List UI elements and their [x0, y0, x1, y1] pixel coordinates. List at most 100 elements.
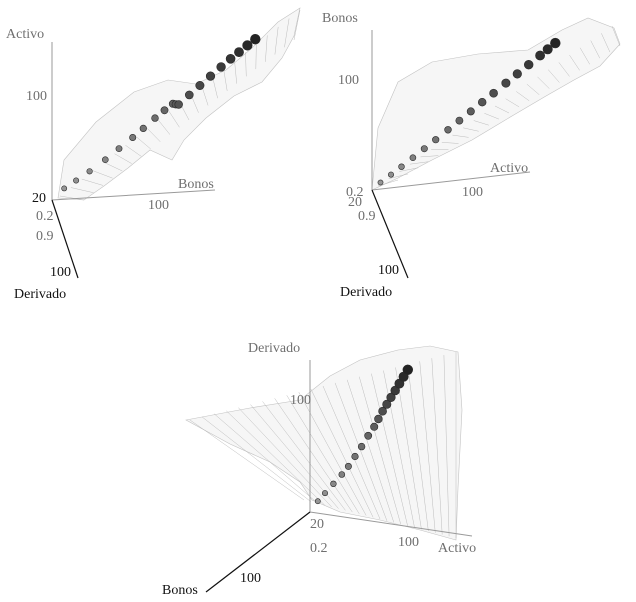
data-point [364, 431, 373, 440]
mesh-line [81, 178, 104, 186]
mesh-line [590, 40, 601, 59]
mesh-line [419, 361, 436, 533]
data-point [512, 69, 522, 79]
data-point [216, 62, 226, 72]
axis-label-right-0: Bonos [178, 177, 214, 192]
mesh-line [611, 25, 621, 47]
axis-label-front-2: Bonos [162, 583, 198, 598]
data-point [542, 44, 553, 55]
mesh-line [212, 77, 218, 99]
data-point [129, 134, 137, 142]
data-point [195, 81, 205, 91]
data-point [185, 90, 194, 100]
tick-front-2-0: 0.2 [310, 541, 328, 556]
mesh-line [505, 98, 520, 108]
data-point [151, 114, 159, 122]
data-point [370, 422, 379, 431]
data-point [386, 392, 396, 403]
tick-front-0-0: 0.2 [36, 209, 54, 224]
surface-2 [185, 345, 463, 541]
data-point [330, 480, 337, 487]
axis-front-2 [205, 511, 311, 593]
data-point [466, 107, 475, 116]
mesh-line [103, 161, 123, 172]
mesh-line [558, 62, 570, 77]
data-point [102, 156, 109, 163]
tick-vertical-0-0: 100 [26, 89, 47, 104]
mesh-line [526, 84, 540, 95]
mesh-line [441, 142, 459, 144]
mesh-line [334, 382, 388, 521]
data-point [444, 126, 452, 134]
points-1 [377, 37, 561, 186]
mesh-line [201, 416, 312, 502]
tick-front-1-1: 0.9 [358, 209, 376, 224]
data-point [409, 154, 417, 161]
data-point [402, 364, 413, 375]
tick-front-0-1: 0.9 [36, 229, 54, 244]
axis-label-front-1: Derivado [340, 285, 392, 300]
mesh-line [601, 33, 611, 53]
mesh-line [136, 136, 151, 150]
mesh-line [409, 161, 429, 165]
axis-label-vertical-0: Activo [6, 27, 44, 42]
mesh-line [59, 195, 85, 201]
mesh-line [201, 86, 209, 106]
mesh-line [371, 373, 408, 526]
axis-label-right-2: Activo [438, 541, 476, 556]
panel-bottom: Derivado 100 20 Activo 100 0.2 100 Bonos [162, 341, 476, 598]
data-point [86, 168, 93, 175]
tick-front-2-1: 100 [240, 571, 261, 586]
mesh-line [579, 47, 590, 65]
mesh-line [114, 153, 132, 164]
surface-mesh-1 [377, 25, 621, 187]
data-point [432, 136, 440, 144]
surface-1 [371, 17, 621, 191]
mesh-line [443, 355, 450, 537]
mesh-line [548, 69, 560, 83]
mesh-line [255, 43, 257, 70]
mesh-line [147, 128, 161, 142]
data-point [420, 145, 428, 153]
panel-top-right: Bonos 100 0.2 Activo 100 20 0.9 100 Deri… [322, 11, 621, 300]
data-point [225, 53, 236, 64]
mesh-line [452, 134, 469, 138]
tick-front-1-0: 20 [348, 195, 362, 210]
mesh-line [238, 407, 332, 508]
axis-label-vertical-2: Derivado [248, 341, 300, 356]
tick-right-2-0: 100 [398, 535, 419, 550]
data-point [115, 145, 123, 152]
points-0 [61, 33, 261, 192]
data-point [357, 442, 366, 451]
data-point [321, 490, 328, 497]
mesh-line [346, 379, 395, 523]
mesh-line [399, 167, 419, 172]
axis-front-1 [371, 189, 409, 279]
mesh-line [359, 376, 401, 525]
tick-right-0-0: 100 [148, 198, 169, 213]
mesh-line [226, 410, 325, 506]
mesh-line [234, 60, 237, 84]
mesh-line [189, 419, 305, 501]
mesh-line [395, 367, 422, 530]
mesh-line [265, 35, 268, 62]
data-point [377, 179, 384, 186]
mesh-line [484, 113, 499, 120]
mesh-line [168, 111, 180, 128]
mesh-line [516, 91, 530, 102]
data-point [174, 100, 183, 109]
axis-label-front-0: Derivado [14, 287, 66, 302]
mesh-line [569, 54, 580, 71]
data-point [382, 399, 392, 409]
axis-label-right-1: Activo [490, 161, 528, 176]
data-point [205, 71, 216, 81]
data-point [61, 185, 68, 192]
data-point [378, 406, 387, 416]
mesh-line [284, 18, 290, 48]
axis-right-0 [51, 189, 216, 201]
mesh-line [70, 187, 94, 193]
data-point [455, 116, 464, 125]
mesh-line [286, 395, 360, 514]
